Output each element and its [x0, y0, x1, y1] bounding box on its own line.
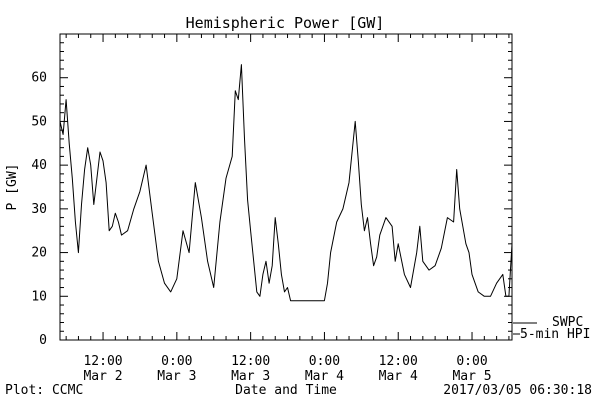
x-tick-label-time: 0:00: [456, 354, 487, 369]
x-tick-label-date: Mar 3: [157, 369, 196, 384]
x-tick-label-date: Mar 4: [305, 369, 344, 384]
x-tick-label-date: Mar 3: [231, 369, 270, 384]
y-tick-label: 20: [31, 246, 47, 261]
series-layer: [59, 64, 513, 302]
y-tick-label: 10: [31, 289, 47, 304]
x-tick-label-date: Mar 2: [83, 369, 122, 384]
plot-frame: [59, 33, 513, 341]
y-tick-label: 50: [31, 114, 47, 129]
footer-source: Plot: CCMC: [5, 383, 83, 398]
y-tick-label: 30: [31, 202, 47, 217]
chart-title: Hemispheric Power [GW]: [186, 14, 385, 32]
y-tick-label: 40: [31, 158, 47, 173]
y-tick-label: 0: [39, 333, 47, 348]
footer-timestamp: 2017/03/05 06:30:18: [443, 383, 592, 398]
x-tick-label-time: 0:00: [161, 354, 192, 369]
x-tick-label-time: 12:00: [83, 354, 122, 369]
legend-label-hpi: 5-min HPI: [520, 327, 590, 342]
y-axis-label: P [GW]: [5, 164, 20, 211]
legend: SWPC 5-min HPI: [513, 315, 590, 342]
y-tick-label: 60: [31, 71, 47, 86]
hemispheric-power-line: [59, 64, 513, 302]
x-tick-label-time: 12:00: [231, 354, 270, 369]
x-axis-label: Date and Time: [235, 383, 337, 398]
x-tick-label-date: Mar 5: [452, 369, 491, 384]
x-tick-label-time: 0:00: [309, 354, 340, 369]
x-tick-label-time: 12:00: [379, 354, 418, 369]
legend-label-swpc: SWPC: [552, 315, 583, 330]
y-axis: 0 10 20 30 40 50 60: [31, 33, 512, 348]
x-tick-label-date: Mar 4: [379, 369, 418, 384]
